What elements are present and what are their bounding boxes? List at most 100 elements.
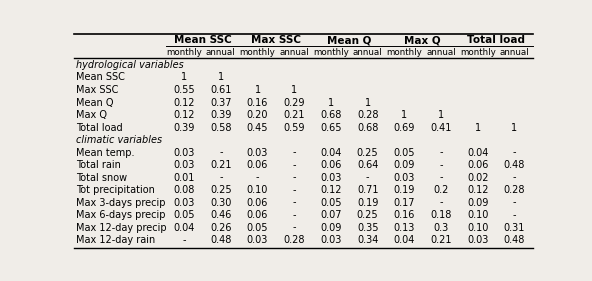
Text: 1: 1 xyxy=(328,98,334,108)
Text: 0.28: 0.28 xyxy=(284,235,305,245)
Text: 0.69: 0.69 xyxy=(394,123,415,133)
Text: 0.08: 0.08 xyxy=(173,185,195,195)
Text: 0.10: 0.10 xyxy=(467,210,488,220)
Text: Mean SSC: Mean SSC xyxy=(173,35,231,45)
Text: Mean Q: Mean Q xyxy=(327,35,371,45)
Text: 0.58: 0.58 xyxy=(210,123,231,133)
Text: Max SSC: Max SSC xyxy=(76,85,118,95)
Text: -: - xyxy=(292,148,296,158)
Text: 0.04: 0.04 xyxy=(394,235,415,245)
Text: 0.05: 0.05 xyxy=(247,223,268,233)
Text: 0.29: 0.29 xyxy=(284,98,305,108)
Text: -: - xyxy=(439,148,443,158)
Text: 0.64: 0.64 xyxy=(357,160,378,170)
Text: 0.2: 0.2 xyxy=(433,185,449,195)
Text: 0.04: 0.04 xyxy=(467,148,488,158)
Text: 0.07: 0.07 xyxy=(320,210,342,220)
Text: 0.13: 0.13 xyxy=(394,223,415,233)
Text: 0.03: 0.03 xyxy=(173,148,195,158)
Text: 0.17: 0.17 xyxy=(394,198,415,208)
Text: 0.06: 0.06 xyxy=(320,160,342,170)
Text: 0.20: 0.20 xyxy=(247,110,268,120)
Text: 0.10: 0.10 xyxy=(467,223,488,233)
Text: 0.03: 0.03 xyxy=(320,235,342,245)
Text: 0.06: 0.06 xyxy=(247,210,268,220)
Text: 0.28: 0.28 xyxy=(357,110,378,120)
Text: monthly: monthly xyxy=(313,48,349,57)
Text: -: - xyxy=(292,173,296,183)
Text: -: - xyxy=(513,148,516,158)
Text: Mean Q: Mean Q xyxy=(76,98,114,108)
Text: 0.30: 0.30 xyxy=(210,198,231,208)
Text: 0.25: 0.25 xyxy=(357,148,378,158)
Text: 0.02: 0.02 xyxy=(467,173,488,183)
Text: Max 12-day rain: Max 12-day rain xyxy=(76,235,156,245)
Text: Max 3-days precip: Max 3-days precip xyxy=(76,198,166,208)
Text: 0.03: 0.03 xyxy=(320,173,342,183)
Text: -: - xyxy=(292,210,296,220)
Text: -: - xyxy=(513,210,516,220)
Text: 1: 1 xyxy=(181,72,187,83)
Text: hydrological variables: hydrological variables xyxy=(76,60,184,70)
Text: 0.39: 0.39 xyxy=(210,110,231,120)
Text: 0.48: 0.48 xyxy=(504,235,525,245)
Text: -: - xyxy=(182,235,186,245)
Text: 0.45: 0.45 xyxy=(247,123,268,133)
Text: 0.25: 0.25 xyxy=(210,185,231,195)
Text: 0.03: 0.03 xyxy=(173,198,195,208)
Text: 0.19: 0.19 xyxy=(394,185,415,195)
Text: 0.09: 0.09 xyxy=(394,160,415,170)
Text: 0.05: 0.05 xyxy=(173,210,195,220)
Text: 0.3: 0.3 xyxy=(433,223,449,233)
Text: Mean SSC: Mean SSC xyxy=(76,72,125,83)
Text: 1: 1 xyxy=(291,85,297,95)
Text: 1: 1 xyxy=(475,123,481,133)
Text: 0.35: 0.35 xyxy=(357,223,378,233)
Text: 0.03: 0.03 xyxy=(173,160,195,170)
Text: 0.05: 0.05 xyxy=(394,148,415,158)
Text: 1: 1 xyxy=(255,85,260,95)
Text: -: - xyxy=(292,160,296,170)
Text: 0.06: 0.06 xyxy=(247,160,268,170)
Text: 0.39: 0.39 xyxy=(173,123,195,133)
Text: 0.12: 0.12 xyxy=(467,185,488,195)
Text: 1: 1 xyxy=(218,72,224,83)
Text: monthly: monthly xyxy=(240,48,275,57)
Text: -: - xyxy=(439,198,443,208)
Text: 0.41: 0.41 xyxy=(430,123,452,133)
Text: 0.06: 0.06 xyxy=(467,160,488,170)
Text: 0.61: 0.61 xyxy=(210,85,231,95)
Text: Total load: Total load xyxy=(467,35,525,45)
Text: 1: 1 xyxy=(401,110,407,120)
Text: Tot precipitation: Tot precipitation xyxy=(76,185,155,195)
Text: -: - xyxy=(292,223,296,233)
Text: 0.21: 0.21 xyxy=(210,160,231,170)
Text: Total rain: Total rain xyxy=(76,160,121,170)
Text: annual: annual xyxy=(426,48,456,57)
Text: 0.71: 0.71 xyxy=(357,185,378,195)
Text: Max Q: Max Q xyxy=(404,35,441,45)
Text: 0.25: 0.25 xyxy=(357,210,378,220)
Text: monthly: monthly xyxy=(387,48,422,57)
Text: 0.05: 0.05 xyxy=(320,198,342,208)
Text: annual: annual xyxy=(500,48,529,57)
Text: -: - xyxy=(513,198,516,208)
Text: 0.03: 0.03 xyxy=(394,173,415,183)
Text: 0.46: 0.46 xyxy=(210,210,231,220)
Text: -: - xyxy=(256,173,259,183)
Text: 0.48: 0.48 xyxy=(210,235,231,245)
Text: 0.28: 0.28 xyxy=(504,185,525,195)
Text: 0.06: 0.06 xyxy=(247,198,268,208)
Text: 1: 1 xyxy=(365,98,371,108)
Text: -: - xyxy=(219,148,223,158)
Text: annual: annual xyxy=(353,48,382,57)
Text: 1: 1 xyxy=(511,123,517,133)
Text: Max 12-day precip: Max 12-day precip xyxy=(76,223,167,233)
Text: Max SSC: Max SSC xyxy=(251,35,301,45)
Text: monthly: monthly xyxy=(460,48,496,57)
Text: monthly: monthly xyxy=(166,48,202,57)
Text: 0.26: 0.26 xyxy=(210,223,231,233)
Text: 0.10: 0.10 xyxy=(247,185,268,195)
Text: -: - xyxy=(513,173,516,183)
Text: 0.01: 0.01 xyxy=(173,173,195,183)
